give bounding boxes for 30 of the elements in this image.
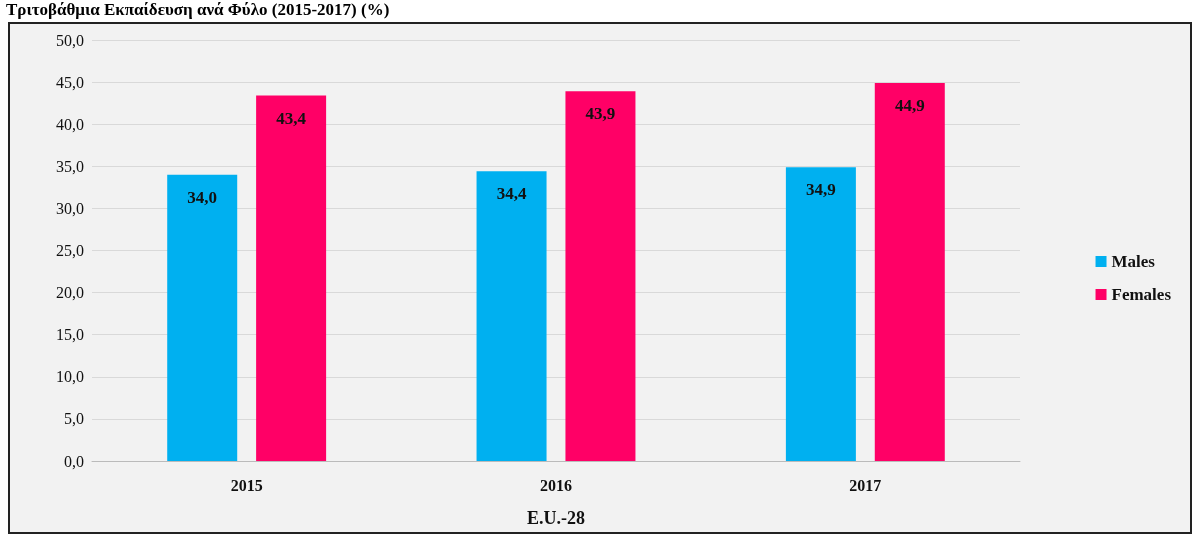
bar: [476, 171, 547, 461]
x-tick-label: 2017: [849, 476, 882, 494]
bar: [256, 95, 327, 461]
y-tick-label: 50,0: [56, 31, 84, 49]
y-tick-label: 20,0: [56, 284, 84, 302]
bar: [167, 174, 238, 461]
legend-label: Females: [1111, 285, 1172, 304]
legend-label: Males: [1111, 252, 1156, 271]
bar: [785, 167, 856, 461]
x-tick-label: 2015: [230, 476, 263, 494]
y-tick-label: 5,0: [64, 410, 84, 428]
y-tick-label: 0,0: [64, 452, 84, 470]
data-label: 43,9: [585, 104, 616, 124]
y-tick-label: 35,0: [56, 157, 84, 175]
y-tick-label: 15,0: [56, 326, 84, 344]
x-tick-label: 2016: [540, 476, 572, 494]
data-label: 43,4: [276, 108, 307, 128]
y-tick-label: 40,0: [56, 115, 84, 133]
y-tick-label: 25,0: [56, 242, 84, 259]
y-tick-label: 45,0: [56, 73, 84, 91]
y-tick-label: 30,0: [56, 199, 84, 217]
data-label: 34,4: [496, 184, 527, 204]
bar: [565, 91, 636, 461]
data-label: 44,9: [894, 95, 925, 115]
x-axis-title: E.U.-28: [527, 508, 585, 528]
bar: [874, 82, 945, 461]
data-label: 34,0: [187, 187, 218, 207]
data-label: 34,9: [806, 180, 836, 200]
chart-title: Τριτοβάθμια Εκπαίδευση ανά Φύλο (2015-2017) (%): [6, 0, 390, 20]
y-tick-label: 10,0: [56, 368, 84, 386]
